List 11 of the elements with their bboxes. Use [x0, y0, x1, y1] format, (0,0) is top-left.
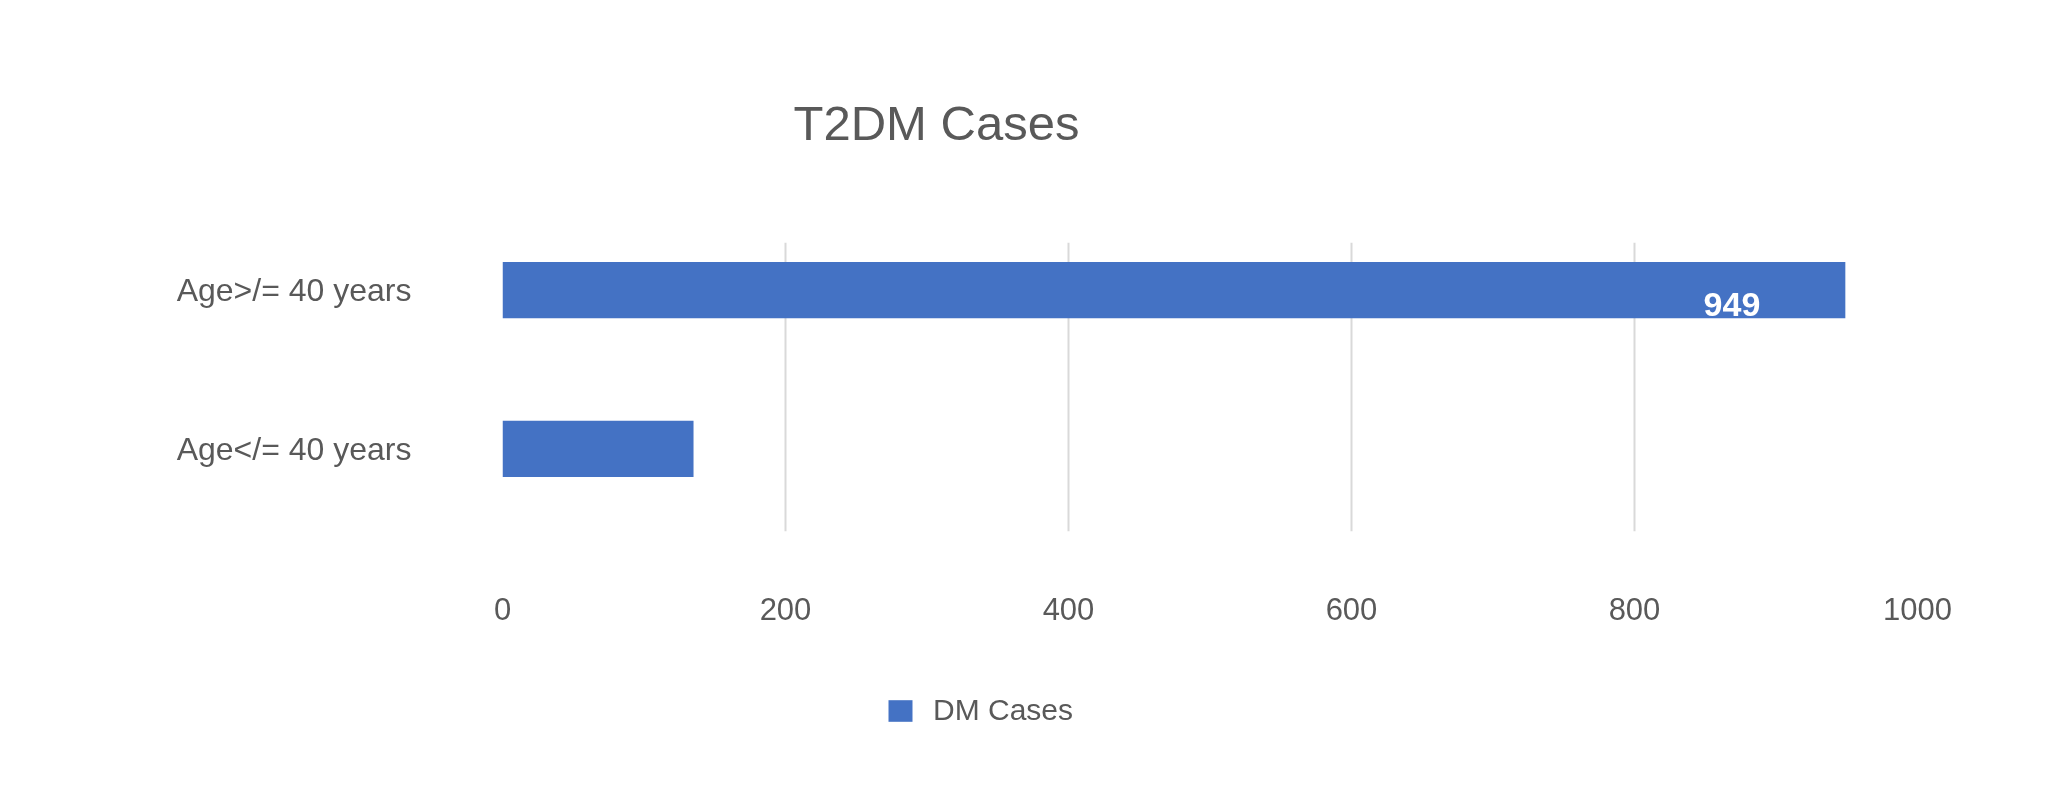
- y-tick-label: Age>/= 40 years: [176, 272, 412, 309]
- legend-label: DM Cases: [933, 693, 1074, 727]
- chart-title: T2DM Cases: [793, 96, 1080, 150]
- data-label: 949: [1703, 284, 1761, 323]
- x-tick-label: 200: [759, 591, 812, 627]
- x-tick-label: 600: [1325, 591, 1378, 627]
- x-tick-label: 400: [1042, 591, 1095, 627]
- x-tick-label: 800: [1608, 591, 1661, 627]
- y-tick-label: Age</= 40 years: [176, 430, 412, 467]
- x-tick-label: 0: [493, 591, 512, 627]
- x-tick-label: 1000: [1883, 591, 1952, 627]
